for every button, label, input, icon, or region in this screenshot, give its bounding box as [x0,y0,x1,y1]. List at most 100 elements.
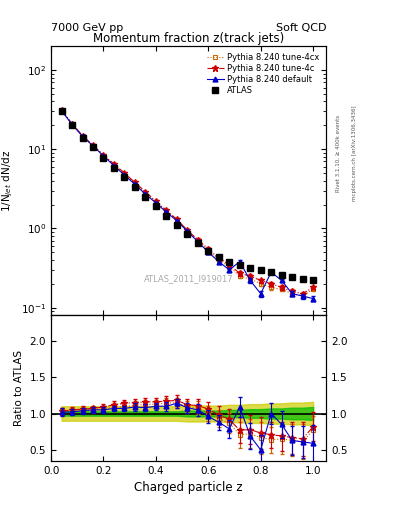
Pythia 8.240 default [91,143,95,149]
Pythia 8.240 tune-4c [237,270,242,276]
Pythia 8.240 default [185,228,190,234]
Title: Momentum fraction z(track jets): Momentum fraction z(track jets) [93,32,284,45]
ATLAS [227,259,231,265]
Pythia 8.240 tune-4cx [154,199,158,205]
Pythia 8.240 default [59,108,64,114]
Pythia 8.240 tune-4cx [217,257,221,263]
ATLAS [164,212,169,219]
Pythia 8.240 tune-4c [258,278,263,284]
Line: ATLAS: ATLAS [59,108,316,284]
Pythia 8.240 tune-4c [154,198,158,204]
Pythia 8.240 tune-4cx [300,293,305,299]
Pythia 8.240 tune-4cx [248,276,253,282]
Pythia 8.240 default [112,162,116,168]
Pythia 8.240 tune-4cx [91,143,95,149]
ATLAS [80,135,85,141]
Pythia 8.240 tune-4c [91,142,95,148]
ATLAS [154,203,158,209]
Pythia 8.240 default [290,291,294,297]
Pythia 8.240 tune-4c [101,152,106,158]
Pythia 8.240 tune-4c [227,262,231,268]
Y-axis label: 1/N$_{jet}$ dN/dz: 1/N$_{jet}$ dN/dz [1,150,15,212]
ATLAS [290,274,294,281]
Line: Pythia 8.240 tune-4c: Pythia 8.240 tune-4c [58,107,317,297]
Pythia 8.240 tune-4cx [112,162,116,168]
ATLAS [217,254,221,261]
Pythia 8.240 tune-4c [279,284,284,290]
ATLAS [112,165,116,171]
Pythia 8.240 default [258,291,263,297]
Pythia 8.240 default [269,269,274,275]
Pythia 8.240 tune-4cx [290,291,294,297]
Pythia 8.240 default [279,278,284,284]
Pythia 8.240 tune-4cx [195,238,200,244]
Pythia 8.240 tune-4cx [227,264,231,270]
ATLAS [269,269,274,275]
Text: mcplots.cern.ch [arXiv:1306.3436]: mcplots.cern.ch [arXiv:1306.3436] [352,106,357,201]
Pythia 8.240 tune-4c [300,291,305,297]
Pythia 8.240 default [122,172,127,178]
Pythia 8.240 tune-4cx [237,273,242,279]
ATLAS [300,276,305,282]
Legend: Pythia 8.240 tune-4cx, Pythia 8.240 tune-4c, Pythia 8.240 default, ATLAS: Pythia 8.240 tune-4cx, Pythia 8.240 tune… [205,50,322,97]
Pythia 8.240 default [70,121,74,127]
Line: Pythia 8.240 tune-4cx: Pythia 8.240 tune-4cx [59,108,316,298]
Pythia 8.240 default [143,191,148,197]
Pythia 8.240 default [80,133,85,139]
Pythia 8.240 tune-4c [195,237,200,243]
Line: Pythia 8.240 default: Pythia 8.240 default [59,109,316,301]
Pythia 8.240 tune-4c [290,288,294,294]
Pythia 8.240 tune-4cx [311,286,316,292]
Pythia 8.240 tune-4cx [122,172,127,178]
Pythia 8.240 tune-4c [185,227,190,233]
Pythia 8.240 default [311,295,316,302]
Pythia 8.240 tune-4c [311,284,316,290]
Pythia 8.240 default [164,209,169,215]
Pythia 8.240 tune-4c [59,107,64,113]
Pythia 8.240 default [195,239,200,245]
ATLAS [237,262,242,268]
ATLAS [174,222,179,228]
ATLAS [91,144,95,151]
ATLAS [101,155,106,161]
Pythia 8.240 default [300,293,305,299]
Pythia 8.240 tune-4c [143,189,148,195]
Pythia 8.240 tune-4cx [174,217,179,223]
ATLAS [311,278,316,284]
Pythia 8.240 tune-4c [122,170,127,176]
Pythia 8.240 tune-4cx [70,121,74,127]
Pythia 8.240 tune-4cx [132,180,137,186]
Text: Soft QCD: Soft QCD [276,23,326,33]
ATLAS [122,174,127,180]
Y-axis label: Ratio to ATLAS: Ratio to ATLAS [14,350,24,426]
ATLAS [258,267,263,273]
Pythia 8.240 default [237,259,242,265]
X-axis label: Charged particle z: Charged particle z [134,481,243,494]
Pythia 8.240 default [101,153,106,159]
Pythia 8.240 default [227,267,231,273]
ATLAS [59,108,64,114]
Pythia 8.240 tune-4cx [206,248,211,254]
Pythia 8.240 tune-4cx [185,228,190,234]
Pythia 8.240 tune-4c [217,255,221,261]
Pythia 8.240 tune-4c [70,120,74,126]
Text: ATLAS_2011_I919017: ATLAS_2011_I919017 [144,274,233,283]
Pythia 8.240 tune-4c [164,207,169,213]
Pythia 8.240 tune-4c [269,281,274,287]
ATLAS [206,248,211,254]
Pythia 8.240 tune-4cx [80,133,85,139]
Pythia 8.240 default [154,200,158,206]
Pythia 8.240 tune-4c [248,273,253,279]
Pythia 8.240 tune-4cx [164,208,169,214]
Pythia 8.240 tune-4cx [143,190,148,196]
Pythia 8.240 default [217,259,221,265]
Pythia 8.240 tune-4cx [258,281,263,287]
Pythia 8.240 tune-4c [112,161,116,167]
Text: 7000 GeV pp: 7000 GeV pp [51,23,123,33]
Pythia 8.240 default [248,278,253,284]
ATLAS [279,272,284,278]
Pythia 8.240 tune-4cx [101,153,106,159]
ATLAS [195,240,200,246]
Pythia 8.240 default [132,181,137,187]
Pythia 8.240 default [174,218,179,224]
